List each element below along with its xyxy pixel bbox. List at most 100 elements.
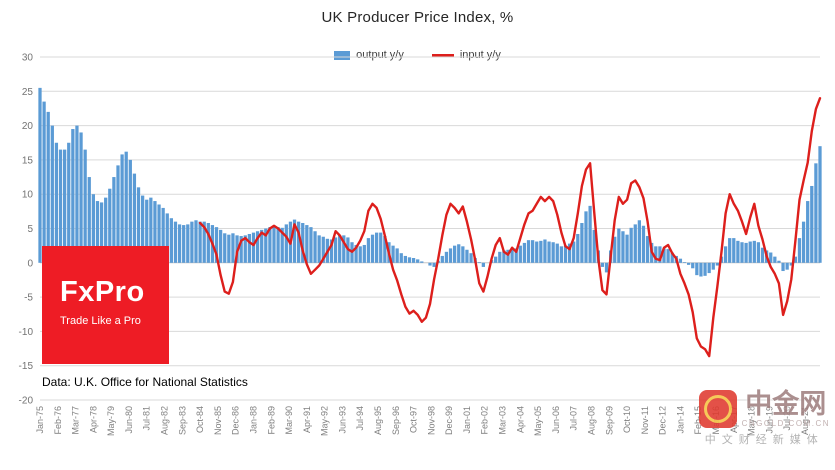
output-bar [342,235,346,263]
output-bar [309,227,313,263]
output-bar [781,262,785,272]
output-bar [67,142,71,263]
output-bar [354,244,358,263]
x-axis-label: Jul-81 [142,406,152,431]
x-axis-label: Dec-99 [444,406,454,435]
output-bar [268,227,272,263]
output-bar [132,173,137,263]
output-bar [686,262,691,265]
x-axis-label: May-92 [320,406,330,436]
output-bar [723,246,728,263]
output-bar [645,236,650,263]
output-bar [301,223,305,263]
output-bar [756,242,761,263]
output-bar [124,151,128,263]
output-bar [625,234,629,263]
output-bar [173,221,178,263]
output-bar [95,201,100,263]
output-bar [71,129,75,263]
x-axis-label: Jun-06 [551,406,561,434]
output-bar [641,225,646,263]
output-bar [75,125,79,263]
output-bar [108,188,112,263]
output-bar [218,229,223,263]
x-axis-label: Aug-21 [800,406,810,435]
output-bar [231,233,235,263]
output-bar [329,239,334,263]
output-bar [444,251,449,263]
output-bar [296,221,301,263]
output-bar [79,132,83,263]
output-bar [522,242,527,263]
output-bar [169,218,174,263]
output-bar [227,234,231,263]
x-axis-label: Nov-11 [640,406,650,434]
fxpro-logo-name: FxPro [60,276,145,308]
x-axis-label: Dec-12 [658,406,668,435]
output-bar [797,238,802,263]
watermark-site-name: 中金网 [745,389,827,420]
output-bar [420,261,424,263]
output-bar [239,236,243,263]
output-bar [506,249,510,263]
output-bar [584,211,588,263]
y-axis-label: 30 [22,53,34,64]
output-bar [654,246,658,263]
output-bar [588,205,592,263]
output-bar [383,236,387,263]
output-bar [744,242,748,263]
x-axis-label: May-05 [533,406,543,436]
output-bar [600,262,605,267]
x-axis-label: Aug-82 [160,406,170,435]
x-axis-label: Jan-01 [462,406,472,434]
output-bar [194,220,198,263]
x-axis-label: Jan-88 [248,406,258,434]
x-axis-label: Apr-04 [515,406,525,433]
output-bar [120,154,124,263]
x-axis-label: Jan-14 [675,406,685,434]
output-bar [112,177,116,263]
output-bar [54,142,59,263]
output-bar [58,149,63,263]
x-axis-label: Feb-02 [480,406,490,435]
output-bar [494,256,498,263]
x-axis-label: Jul-07 [569,406,579,431]
output-bar [613,236,617,263]
output-bar [469,253,473,263]
x-axis-label: Sep-09 [604,406,614,435]
x-axis-label: May-18 [747,406,757,436]
input-line [198,97,822,358]
output-bar [559,246,564,263]
output-bar [629,227,633,263]
x-axis-label: Sep-83 [177,406,187,435]
output-bar [223,233,227,263]
output-bar [736,240,740,263]
output-bar [481,262,486,267]
output-bar [165,213,169,263]
output-bar [255,231,260,263]
x-axis-label: Oct-10 [622,406,632,433]
output-bar [202,221,206,263]
output-bar [670,252,674,263]
output-bar [699,262,703,277]
output-bar [46,111,50,263]
output-bar [264,228,268,263]
output-bar [403,255,408,263]
output-bar [526,240,531,263]
y-axis-label: 15 [22,155,34,166]
x-axis-label: Feb-89 [266,406,276,435]
x-axis-label: Mar-90 [284,406,294,435]
output-bar [214,227,219,263]
output-bar [678,258,683,263]
output-bar [145,199,149,263]
output-bar [313,231,317,263]
output-bar [535,241,539,263]
output-bar [555,243,559,263]
fxpro-logo: FxPro Trade Like a Pro [42,246,169,364]
output-bar [666,249,670,263]
output-bar [604,262,609,273]
x-axis-label: Jun-93 [337,406,347,434]
output-bar [374,232,379,263]
